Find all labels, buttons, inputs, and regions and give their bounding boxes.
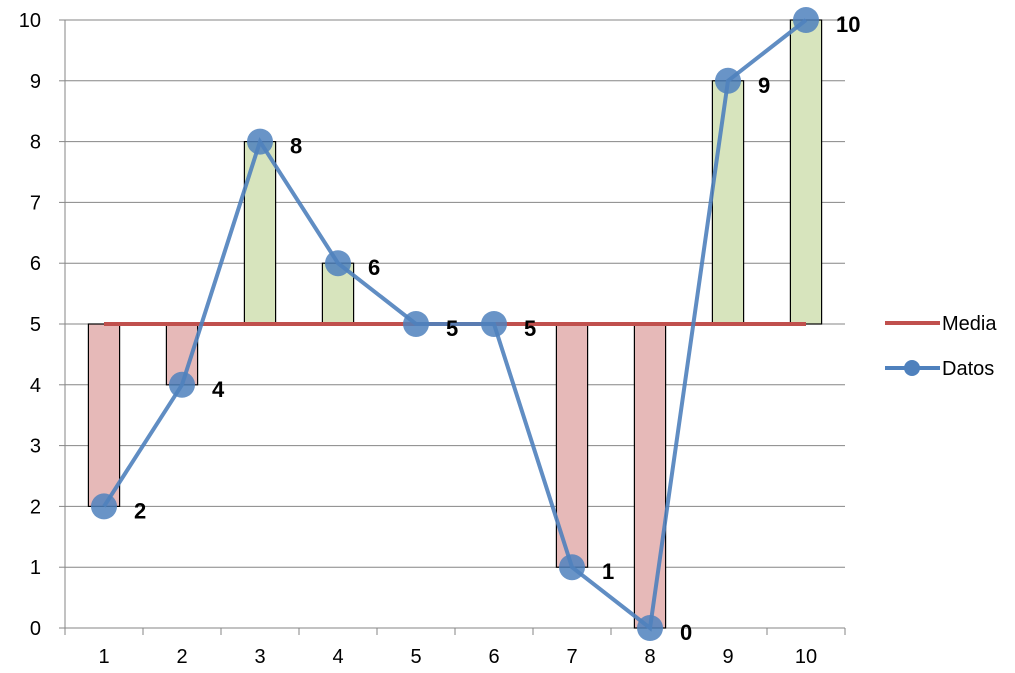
datos-point — [481, 311, 507, 337]
x-tick-label: 9 — [722, 646, 733, 668]
x-tick-label: 7 — [566, 646, 577, 668]
y-tick-label: 3 — [30, 436, 41, 458]
x-tick-label: 5 — [410, 646, 421, 668]
datos-point — [637, 615, 663, 641]
data-label: 10 — [836, 12, 860, 37]
data-label: 6 — [368, 255, 380, 280]
y-tick-label: 10 — [19, 10, 41, 32]
deviation-bar-below — [633, 323, 667, 629]
data-label: 2 — [134, 498, 146, 523]
x-tick-label: 4 — [332, 646, 343, 668]
deviation-bar-above — [711, 80, 745, 325]
legend-label-media: Media — [942, 313, 997, 335]
y-tick-label: 7 — [30, 192, 41, 214]
datos-point — [91, 493, 117, 520]
datos-point — [169, 371, 195, 398]
x-tick-label: 3 — [254, 646, 265, 668]
deviation-bar-below — [555, 323, 589, 568]
legend-marker-datos — [904, 360, 920, 376]
data-label: 5 — [524, 316, 536, 341]
deviation-bar-above — [789, 19, 823, 325]
x-tick-label: 10 — [795, 646, 817, 668]
deviation-bar-above — [243, 141, 277, 325]
datos-point — [793, 7, 819, 33]
series-line-datos — [102, 18, 808, 632]
deviation-bar-below — [87, 323, 121, 507]
data-label: 8 — [290, 134, 302, 159]
data-label: 9 — [758, 73, 770, 98]
x-tick-label: 1 — [98, 646, 109, 668]
y-tick-label: 0 — [30, 618, 41, 640]
axes — [59, 19, 846, 635]
y-tick-label: 4 — [30, 375, 41, 397]
data-label: 0 — [680, 620, 692, 645]
y-tick-label: 1 — [30, 557, 41, 579]
data-label: 5 — [446, 316, 458, 341]
datos-point — [715, 67, 741, 94]
datos-point — [403, 311, 429, 337]
y-tick-label: 8 — [30, 132, 41, 154]
y-tick-label: 5 — [30, 314, 41, 336]
series — [91, 7, 819, 641]
y-tick-label: 2 — [30, 496, 41, 518]
datos-point — [559, 554, 585, 581]
data-label: 1 — [602, 559, 614, 584]
data-label: 4 — [212, 377, 225, 402]
legend: Media Datos — [885, 313, 997, 380]
y-tick-label: 9 — [30, 71, 41, 93]
y-tick-label: 6 — [30, 253, 41, 275]
datos-point — [247, 128, 273, 155]
legend-label-datos: Datos — [942, 358, 994, 380]
datos-point — [325, 250, 351, 277]
x-tick-label: 8 — [644, 646, 655, 668]
x-tick-label: 6 — [488, 646, 499, 668]
x-tick-label: 2 — [176, 646, 187, 668]
